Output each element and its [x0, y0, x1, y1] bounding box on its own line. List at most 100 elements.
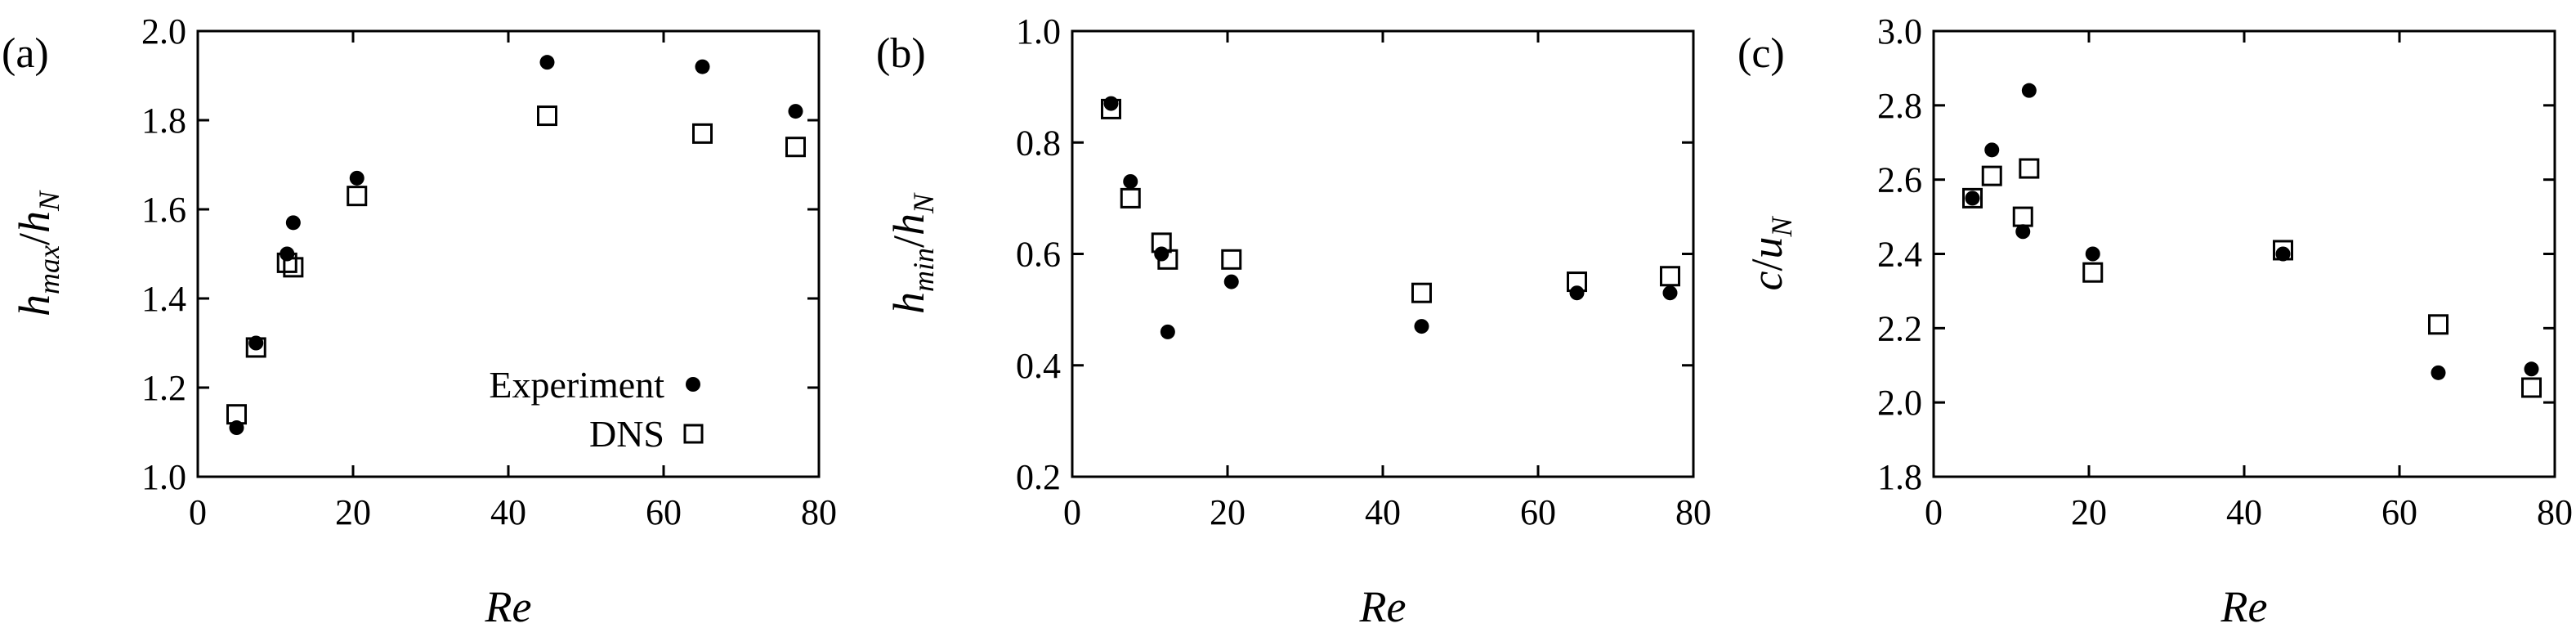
y-tick-label: 1.4 [141, 279, 186, 319]
x-tick-label: 40 [2226, 492, 2262, 532]
point-experiment [2021, 83, 2037, 98]
legend-label-dns: DNS [589, 413, 664, 455]
x-tick-label: 40 [490, 492, 526, 532]
y-axis-label: hmin/hN [884, 192, 940, 314]
y-tick-label: 2.4 [1877, 235, 1922, 275]
point-experiment [1414, 319, 1429, 334]
point-experiment [695, 59, 710, 74]
y-tick-label: 2.8 [1877, 86, 1922, 126]
y-tick-label: 2.0 [1877, 383, 1922, 423]
legend-marker-experiment [686, 377, 700, 392]
x-tick-label: 0 [189, 492, 207, 532]
point-experiment [1103, 96, 1119, 111]
x-tick-label: 60 [2381, 492, 2417, 532]
legend-label-experiment: Experiment [489, 364, 664, 406]
y-tick-label: 3.0 [1877, 11, 1922, 52]
legend-marker-dns [683, 424, 704, 444]
point-experiment [788, 104, 803, 119]
point-dns [2012, 206, 2033, 227]
series-dns [1962, 158, 2542, 398]
x-tick-label: 20 [335, 492, 371, 532]
x-axis-label: Re [2220, 582, 2268, 631]
y-axis-label: c/uN [1742, 216, 1798, 291]
panel-tag: (c) [1737, 30, 1785, 77]
y-tick-label: 2.0 [141, 11, 186, 52]
y-tick-label: 0.6 [1016, 235, 1061, 275]
point-dns [537, 105, 557, 127]
point-dns [1411, 282, 1432, 303]
series-experiment [1965, 83, 2539, 380]
x-axis-label: Re [485, 582, 532, 631]
point-experiment [1662, 285, 1678, 301]
point-dns [2082, 262, 2104, 283]
panel-tag: (a) [2, 30, 49, 77]
point-experiment [1569, 285, 1585, 301]
chart-panel-2: 0 20 40 60 80 0.2 0.4 0.6 0.8 1.0 Re hmin/hN (b) [876, 11, 1711, 631]
point-dns [1567, 271, 1587, 293]
series-experiment [229, 55, 803, 436]
point-dns [1981, 165, 2002, 186]
x-tick-label: 0 [1925, 492, 1943, 532]
y-tick-label: 1.6 [141, 190, 186, 230]
legend: Experiment DNS [489, 364, 704, 455]
point-experiment [1160, 324, 1175, 339]
x-tick-label: 80 [801, 492, 837, 532]
point-experiment [1123, 173, 1138, 189]
x-tick-label: 20 [2071, 492, 2107, 532]
point-dns [2019, 158, 2040, 179]
x-tick-label: 60 [1520, 492, 1556, 532]
y-tick-label: 1.8 [1877, 457, 1922, 497]
chart-panel-1: 0 20 40 60 80 1.0 1.2 1.4 1.6 1.8 2.0 Re hmax/hN (a) [2, 11, 837, 631]
point-dns [283, 257, 304, 278]
y-tick-label: 1.8 [141, 101, 186, 141]
y-tick-label: 0.8 [1016, 123, 1061, 163]
x-tick-label: 0 [1063, 492, 1081, 532]
point-dns [226, 404, 247, 425]
y-tick-label: 1.0 [141, 457, 186, 497]
y-axis-label: hmax/hN [10, 190, 65, 316]
point-experiment [1965, 191, 1980, 206]
y-tick-label: 2.2 [1877, 308, 1922, 348]
point-experiment [2275, 246, 2291, 262]
x-tick-label: 40 [1365, 492, 1401, 532]
y-tick-label: 2.6 [1877, 160, 1922, 200]
point-experiment [285, 215, 301, 231]
point-experiment [2524, 361, 2539, 377]
series-experiment [1103, 96, 1678, 339]
series-dns [226, 105, 806, 425]
point-dns [2521, 377, 2542, 398]
point-experiment [1154, 246, 1169, 262]
x-tick-label: 60 [646, 492, 682, 532]
point-dns [276, 252, 297, 273]
point-experiment [1984, 142, 2000, 158]
point-experiment [2015, 224, 2031, 240]
chart-panel-3: 0 20 40 60 80 1.8 2.0 2.2 2.4 2.6 2.8 3.0 Re c/uN (c) [1737, 11, 2573, 631]
point-dns [1660, 266, 1680, 287]
y-tick-label: 1.2 [141, 368, 186, 408]
panel-tag: (b) [876, 30, 926, 77]
series-dns [1101, 98, 1680, 303]
point-experiment [539, 55, 555, 70]
x-tick-label: 80 [1675, 492, 1711, 532]
point-experiment [2085, 246, 2100, 262]
plot-frame [1932, 29, 2556, 478]
point-dns [1962, 187, 1983, 209]
point-dns [692, 123, 713, 144]
y-tick-label: 1.0 [1016, 11, 1061, 52]
chart-panels: 0 20 40 60 801.01.21.41.61.82.0Rehmax/hN(a)0… [2, 11, 2573, 631]
x-axis-label: Re [1359, 582, 1407, 631]
point-experiment [349, 170, 364, 186]
point-dns [1221, 249, 1242, 270]
point-dns [2428, 314, 2449, 335]
point-experiment [1223, 274, 1239, 289]
x-tick-label: 80 [2537, 492, 2573, 532]
point-experiment [2431, 365, 2446, 380]
x-tick-label: 20 [1210, 492, 1246, 532]
point-dns [2273, 240, 2293, 261]
point-dns [1151, 232, 1172, 253]
point-dns [1101, 98, 1121, 119]
point-dns [785, 137, 806, 158]
point-dns [347, 186, 368, 207]
y-tick-label: 0.2 [1016, 457, 1061, 497]
